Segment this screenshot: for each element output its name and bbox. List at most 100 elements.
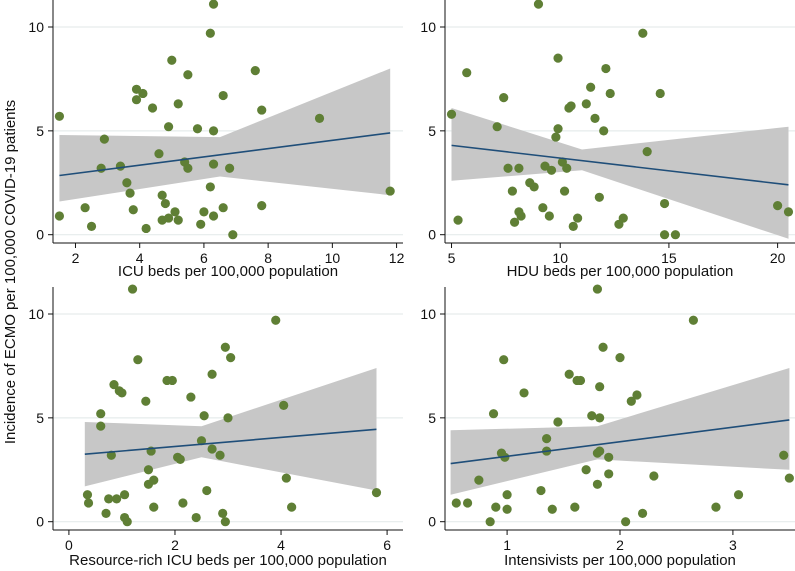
data-point (218, 203, 228, 213)
data-point (592, 284, 603, 294)
data-point (601, 63, 611, 74)
x-tick-label: 2 (616, 537, 624, 553)
data-point (167, 55, 177, 65)
data-point (594, 192, 604, 202)
x-axis-label: Intensivists per 100,000 population (504, 552, 736, 569)
y-tick-label: 5 (36, 123, 44, 139)
data-point (175, 454, 185, 464)
y-tick-label: 10 (420, 306, 436, 322)
x-tick-label: 10 (552, 250, 568, 266)
data-point (385, 186, 395, 196)
fit-line (451, 144, 789, 186)
data-point (86, 221, 97, 231)
data-point (183, 70, 193, 80)
data-point (519, 388, 529, 398)
y-tick-label: 0 (36, 514, 44, 530)
data-point (131, 95, 142, 105)
data-point (670, 230, 681, 240)
data-point (160, 198, 170, 209)
data-point (590, 113, 600, 123)
data-point (632, 390, 642, 400)
y-tick-label: 5 (428, 410, 436, 426)
data-point (147, 103, 158, 113)
data-point (173, 99, 183, 109)
data-point (141, 223, 151, 234)
fit-line (84, 428, 377, 455)
data-point (257, 105, 267, 115)
data-point (205, 28, 215, 38)
data-point (178, 498, 188, 508)
data-point (570, 502, 580, 512)
confidence-band (59, 68, 391, 202)
data-point (112, 494, 122, 504)
data-point (117, 388, 127, 398)
x-tick-label: 4 (277, 537, 285, 553)
data-point (207, 369, 217, 379)
data-point (101, 508, 111, 518)
data-point (451, 498, 461, 508)
data-point (499, 93, 509, 103)
data-point (559, 186, 570, 196)
x-axis-label: HDU beds per 100,000 population (507, 263, 734, 280)
data-point (547, 504, 557, 514)
data-point (163, 122, 174, 132)
data-point (141, 396, 151, 406)
data-point (167, 375, 177, 386)
data-point (173, 215, 183, 225)
x-tick-label: 0 (65, 537, 73, 553)
data-point (605, 88, 615, 99)
data-point (215, 450, 225, 460)
data-point (499, 355, 509, 365)
data-point (621, 517, 631, 527)
x-tick-label: 1 (503, 537, 511, 553)
data-point (163, 213, 174, 223)
data-point (208, 159, 219, 169)
x-tick-label: 8 (264, 250, 272, 266)
data-point (509, 217, 520, 227)
x-tick-label: 2 (72, 250, 80, 266)
data-point (595, 446, 605, 456)
data-point (196, 436, 207, 446)
data-point (371, 488, 382, 498)
y-tick-label: 10 (28, 306, 44, 322)
data-point (446, 109, 457, 119)
data-point (192, 124, 203, 134)
data-point (604, 452, 614, 462)
x-tick-label: 15 (661, 250, 677, 266)
data-point (96, 409, 106, 419)
x-tick-label: 4 (136, 250, 144, 266)
data-point (586, 82, 596, 92)
data-point (186, 392, 196, 402)
data-point (80, 203, 90, 213)
data-point (659, 198, 670, 209)
data-point (226, 353, 236, 363)
data-point (157, 190, 167, 200)
data-point (779, 450, 789, 460)
data-point (218, 90, 228, 101)
data-point (83, 498, 94, 508)
data-point (626, 396, 636, 406)
x-tick-label: 6 (200, 250, 208, 266)
data-point (649, 471, 659, 481)
x-axis-label: ICU beds per 100,000 population (118, 263, 338, 280)
data-point (542, 434, 552, 444)
data-point (82, 490, 93, 500)
data-point (551, 132, 561, 142)
y-tick-label: 0 (428, 514, 436, 530)
data-point (199, 207, 209, 217)
data-point (170, 207, 180, 217)
data-point (566, 101, 576, 111)
data-point (191, 512, 201, 523)
data-point (143, 465, 154, 475)
data-point (595, 382, 605, 392)
data-point (733, 490, 744, 500)
data-point (553, 417, 563, 427)
data-point (96, 421, 106, 431)
panel-1: 0 5 10 2 4 6 8 10 12 ICU beds per 100,000 populat… (28, 0, 405, 280)
data-point (564, 369, 574, 379)
data-point (553, 124, 563, 134)
data-point (562, 163, 572, 173)
data-point (462, 498, 473, 508)
data-point (491, 502, 501, 512)
